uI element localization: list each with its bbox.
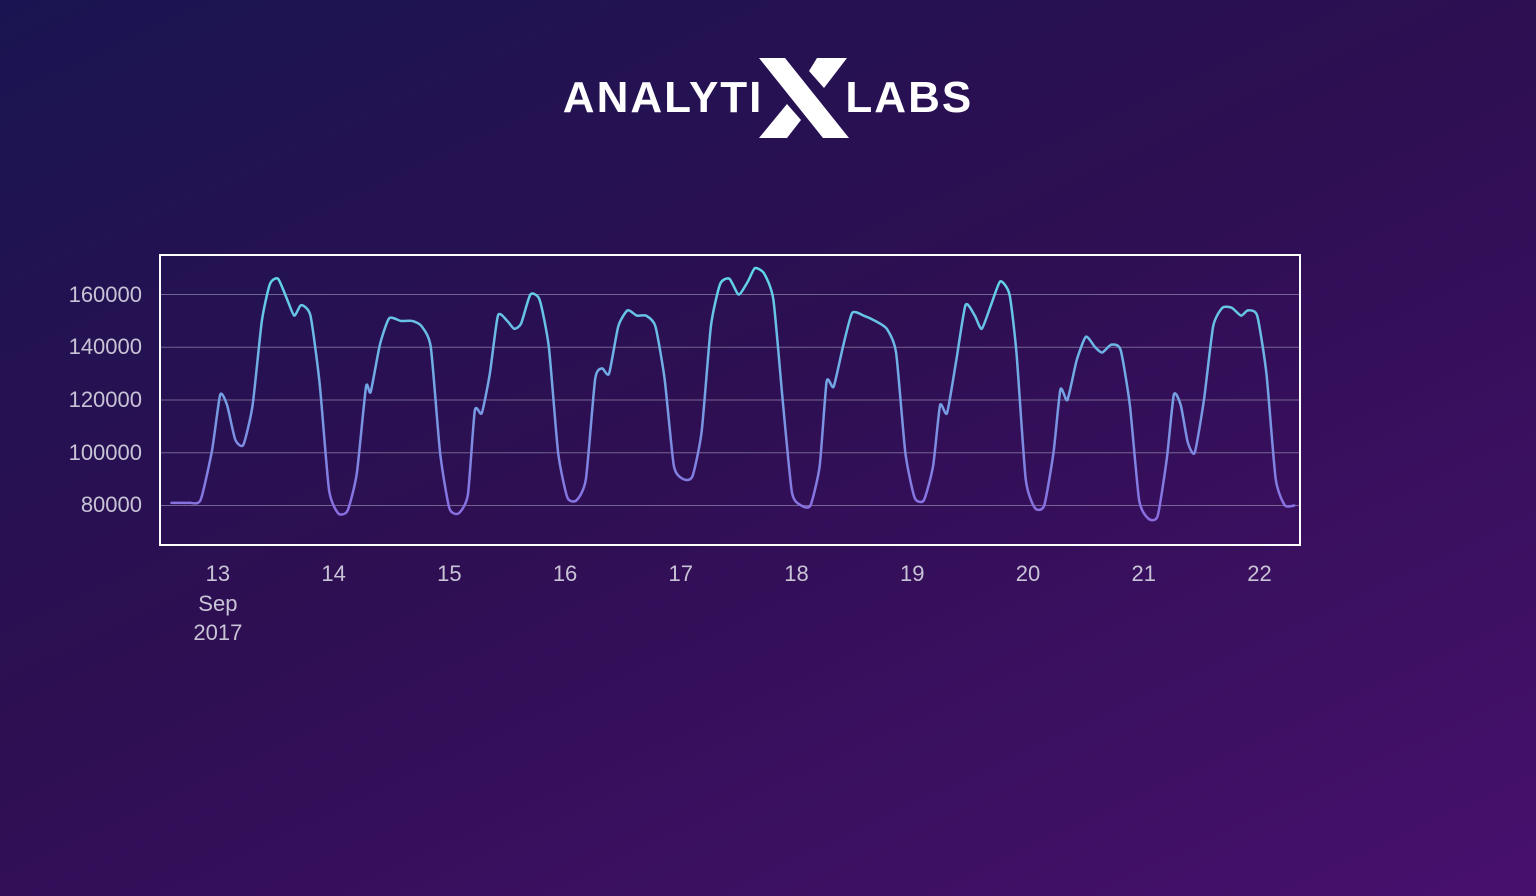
timeseries-chart (0, 0, 1536, 896)
y-tick-label: 100000 (0, 440, 142, 466)
x-tick-label: 21 (1094, 559, 1194, 589)
y-tick-label: 80000 (0, 492, 142, 518)
x-tick-label: 14 (284, 559, 384, 589)
x-tick-label: 19 (862, 559, 962, 589)
x-tick-label: 13Sep2017 (168, 559, 268, 648)
x-tick-label: 17 (631, 559, 731, 589)
x-tick-label: 15 (399, 559, 499, 589)
x-tick-label: 22 (1209, 559, 1309, 589)
y-tick-label: 120000 (0, 387, 142, 413)
chart-stage: ANALYTI LABS 800001000001200001400001600… (0, 0, 1536, 896)
x-tick-label: 18 (747, 559, 847, 589)
x-tick-label: 16 (515, 559, 615, 589)
x-tick-label: 20 (978, 559, 1078, 589)
y-tick-label: 140000 (0, 334, 142, 360)
y-tick-label: 160000 (0, 282, 142, 308)
